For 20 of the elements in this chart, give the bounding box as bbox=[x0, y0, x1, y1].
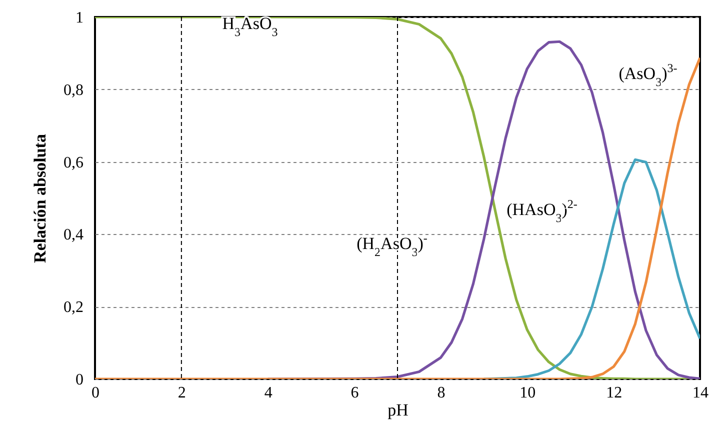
y-tick-label: 1 bbox=[76, 10, 84, 26]
y-tick-label: 0,6 bbox=[64, 154, 84, 172]
x-tick-label: 4 bbox=[264, 384, 272, 402]
annotation: (H$_{2}$AsO$_{3}$)$^{-}$ bbox=[356, 231, 428, 259]
y-tick-label: 0,8 bbox=[64, 82, 84, 99]
x-tick-label: 8 bbox=[437, 384, 446, 402]
annotation: H$_{3}$AsO$_{3}$ bbox=[222, 14, 278, 39]
x-axis-title: pH bbox=[388, 400, 408, 420]
annotation: (AsO$_{3}$)$^{3-}$ bbox=[618, 61, 678, 89]
x-tick-label: 10 bbox=[520, 384, 536, 402]
y-tick-label: 0,4 bbox=[64, 226, 84, 244]
x-tick-label: 12 bbox=[606, 384, 622, 402]
x-tick-label: 0 bbox=[92, 384, 100, 402]
y-axis-title: Relación absoluta bbox=[30, 134, 50, 263]
x-tick-label: 14 bbox=[692, 384, 708, 402]
y-tick-label: 0 bbox=[76, 372, 84, 388]
annotation: (HAsO$_{3}$)$^{2-}$ bbox=[506, 197, 578, 225]
x-tick-label: 2 bbox=[178, 384, 186, 402]
x-tick-label: 6 bbox=[350, 384, 359, 402]
y-tick-label: 0,2 bbox=[64, 299, 84, 316]
